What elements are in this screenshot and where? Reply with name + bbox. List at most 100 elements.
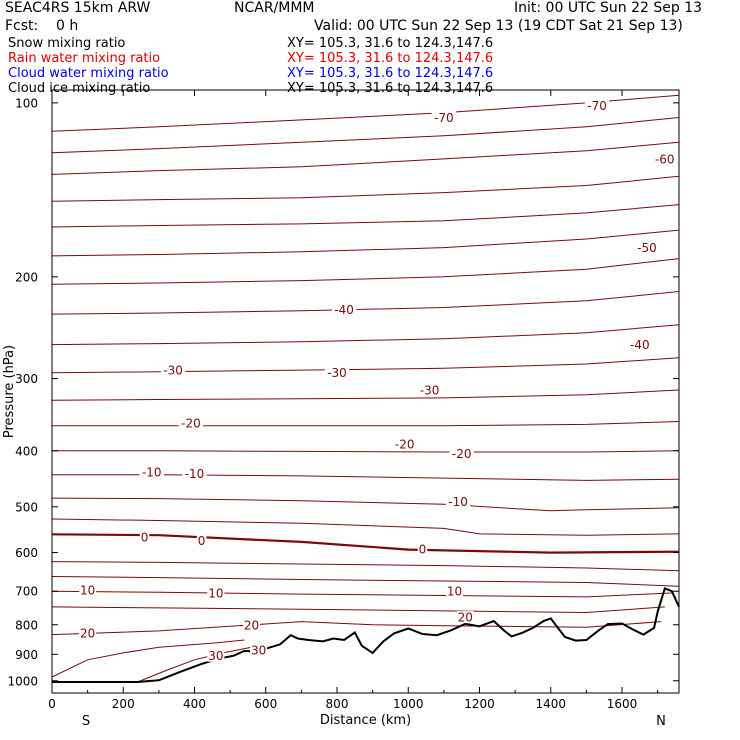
contour-label-17: 0 [419,543,427,557]
contour-label-bg-4 [331,303,357,316]
contour-label-bg-2 [652,152,677,165]
contour-label-bg-24 [207,649,225,662]
contour-label-2: -60 [655,152,675,166]
x-tick-label-8: 1600 [607,697,638,711]
x-tick-label-4: 800 [326,697,349,711]
contour-line-5 [51,229,680,257]
contour-label-3: -50 [637,241,657,255]
contour-label-bg-1 [584,99,610,112]
y-tick-label-2: 800 [15,618,38,632]
contour-line-10 [51,389,680,401]
contour-label-22: 20 [244,618,259,632]
contour-label-bg-11 [449,447,474,460]
contour-label-18: 10 [80,584,95,598]
contour-label-bg-19 [207,587,225,600]
contour-label-23: 20 [458,611,473,625]
contour-label-8: -30 [420,384,440,398]
y-tick-label-1: 900 [15,648,38,662]
contour-label-24: 30 [208,649,223,663]
contour-label-25: 30 [251,644,266,658]
contour-label-14: -10 [448,495,468,509]
contour-line-3 [51,175,680,202]
contour-label-7: -30 [327,366,347,380]
x-tick-label-0: 0 [48,697,56,711]
y-tick-label-7: 300 [15,372,38,386]
contour-line-20 [51,606,665,614]
legend-xy-cloud-ice: XY= 105.3, 31.6 to 124.3,147.6 [287,81,494,96]
contour-labels: -70 -70 -60 -50 -40 -40 -30 -30 -30 -20 -20 -20 -10 -… [79,99,677,663]
contour-label-bg-16 [196,534,207,547]
y-tick-label-0: 1000 [7,674,38,688]
contour-label-bg-13 [182,467,207,480]
axes: 0 200 400 600 800 1000 1200 1400 160010009008007… [2,90,679,729]
x-tick-label-7: 1400 [535,697,566,711]
x-tick-label-1: 200 [112,697,135,711]
contour-label-19: 10 [208,587,223,601]
contour-line-19 [51,590,672,598]
terrain-line [52,587,680,683]
y-tick-label-9: 100 [15,96,38,110]
x-tick-label-5: 1000 [393,697,424,711]
contour-line-17 [51,561,680,572]
contour-label-bg-6 [160,364,186,377]
contour-label-bg-9 [178,416,204,429]
contour-line-1 [51,117,680,154]
contour-line-12 [52,450,680,453]
contour-label-bg-22 [243,618,260,631]
contour-label-9: -20 [181,416,201,430]
contour-label-bg-25 [250,644,268,657]
plot-frame [51,89,680,694]
contour-label-bg-20 [446,585,464,598]
contour-line-22 [51,639,245,678]
contour-label-bg-5 [627,338,653,351]
valid-time: Valid: 00 UTC Sun 22 Sep 13 (19 CDT Sat … [314,18,683,34]
contour-line-6 [51,258,680,285]
x-end-label-south: S [82,714,90,729]
header-panel: SEAC4RS 15km ARW NCAR/MMM Init: 00 UTC S… [0,0,740,100]
contour-label-bg-7 [324,366,350,379]
contour-line-23 [137,646,252,683]
legend-panel: Snow mixing ratio XY= 105.3, 31.6 to 124… [0,36,740,96]
contour-label-bg-0 [431,111,457,124]
legend-label-rain: Rain water mixing ratio [8,51,161,66]
contour-line-21 [51,621,662,636]
legend-xy-snow: XY= 105.3, 31.6 to 124.3,147.6 [287,36,494,51]
contour-label-bg-18 [79,584,97,597]
x-tick-label-3: 600 [254,697,277,711]
y-tick-label-4: 600 [15,546,38,560]
contour-label-1: -70 [587,99,607,113]
contour-label-bg-17 [417,543,428,556]
contour-line-7 [51,291,680,315]
contour-label-bg-3 [634,241,660,254]
contour-label-15: 0 [141,531,149,545]
legend-label-snow: Snow mixing ratio [8,36,126,51]
contour-label-bg-14 [445,495,471,508]
terrain-layer [52,587,680,683]
legend-label-cloud-ice: Cloud ice mixing ratio [8,81,151,96]
contour-line-11 [52,421,680,427]
contour-label-16: 0 [198,534,206,548]
organization: NCAR/MMM [234,0,315,16]
legend-xy-cloud-water: XY= 105.3, 31.6 to 124.3,147.6 [287,66,494,81]
x-axis-label: Distance (km) [320,713,411,728]
contour-label-20: 10 [447,585,462,599]
legend-xy-rain: XY= 105.3, 31.6 to 124.3,147.6 [287,51,494,66]
y-tick-label-3: 700 [15,585,38,599]
contour-label-bg-21 [79,626,97,639]
contour-line-15 [51,518,680,536]
contour-label-21: 20 [80,626,95,640]
contour-line-9 [51,357,680,374]
contour-label-6: -30 [163,364,183,378]
contour-line-4 [51,204,680,228]
contour-label-bg-12 [139,465,164,478]
y-axis-label: Pressure (hPa) [2,345,17,438]
contour-label-13: -10 [185,467,205,481]
contour-label-4: -40 [334,303,354,317]
contour-label-bg-10 [392,437,417,450]
init-time: Init: 00 UTC Sun 22 Sep 13 [514,0,703,16]
contour-line-8 [51,324,680,346]
contour-label-bg-23 [456,611,474,624]
temperature-contours [51,94,680,683]
forecast-hour: Fcst: 0 h [5,18,79,34]
